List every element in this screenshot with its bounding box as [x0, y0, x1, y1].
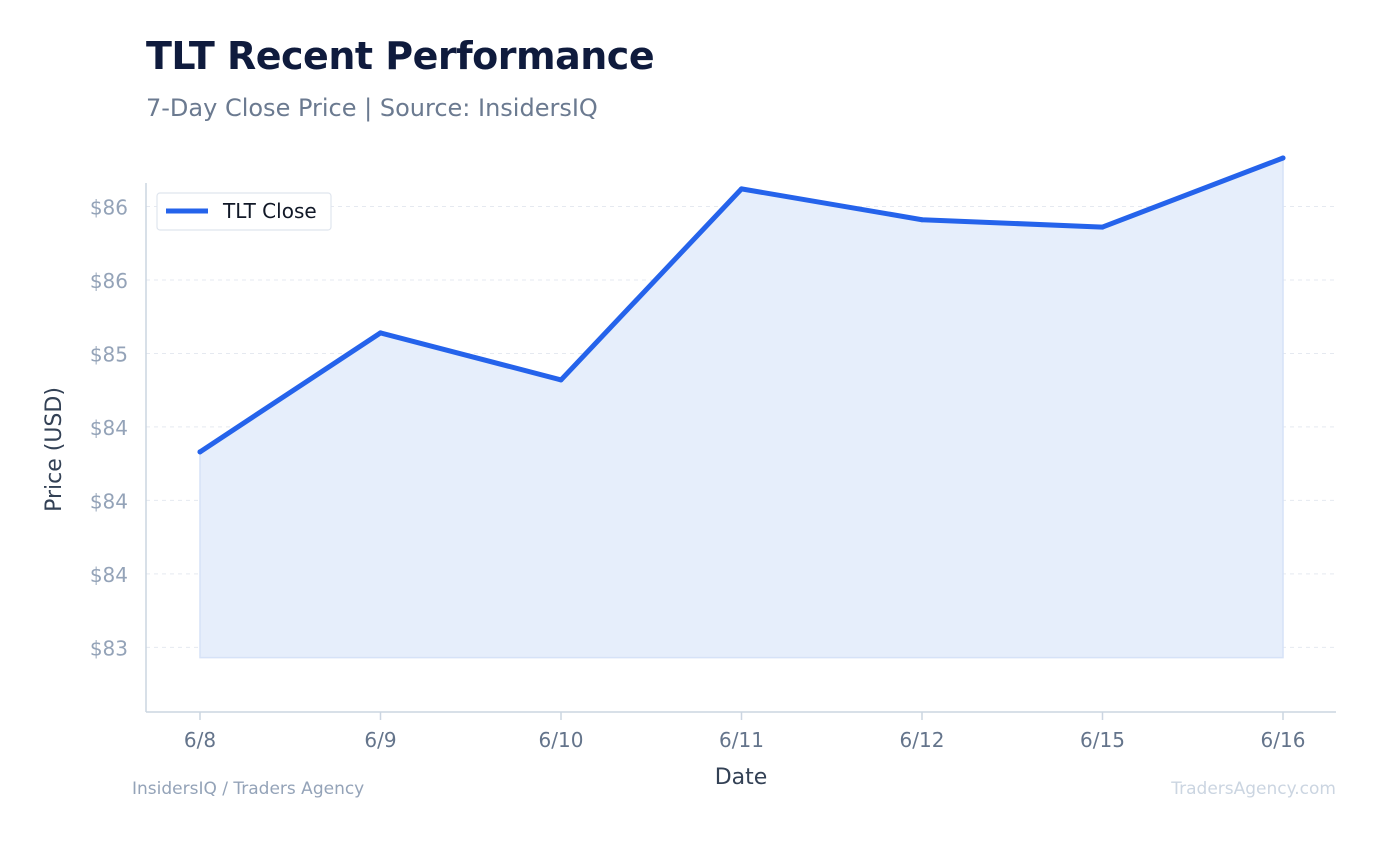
y-tick-label: $83	[90, 636, 128, 660]
series-area	[199, 156, 1284, 659]
y-tick-label: $86	[90, 269, 128, 293]
footer-credit: InsidersIQ / Traders Agency	[132, 779, 365, 799]
data-point	[1100, 224, 1105, 230]
y-tick-label: $84	[90, 489, 128, 513]
x-axis-label: Date	[715, 765, 768, 790]
data-point	[558, 377, 564, 383]
y-tick-label: $85	[90, 342, 128, 366]
x-tick-label: 6/16	[1261, 728, 1306, 752]
data-point	[197, 449, 203, 455]
data-point	[919, 217, 925, 223]
data-point	[1280, 155, 1286, 161]
legend-box	[156, 192, 332, 231]
x-tick-label: 6/9	[364, 728, 396, 752]
x-tick-label: 6/10	[539, 728, 584, 752]
y-tick-label: $84	[90, 416, 128, 440]
y-tick-label: $84	[90, 563, 128, 587]
chart-subtitle: 7-Day Close Price | Source: InsidersIQ	[146, 94, 598, 122]
legend-label: TLT Close	[222, 199, 317, 223]
x-tick-label: 6/8	[184, 728, 216, 752]
y-axis-label: Price (USD)	[42, 387, 67, 512]
chart-title: TLT Recent Performance	[146, 34, 655, 78]
y-tick-label: $86	[90, 196, 128, 220]
data-point	[739, 186, 744, 192]
x-tick-label: 6/12	[900, 728, 945, 752]
data-point	[378, 330, 383, 336]
footer-watermark: TradersAgency.com	[1171, 779, 1336, 799]
x-tick-label: 6/15	[1080, 728, 1125, 752]
x-tick-label: 6/11	[719, 728, 764, 752]
